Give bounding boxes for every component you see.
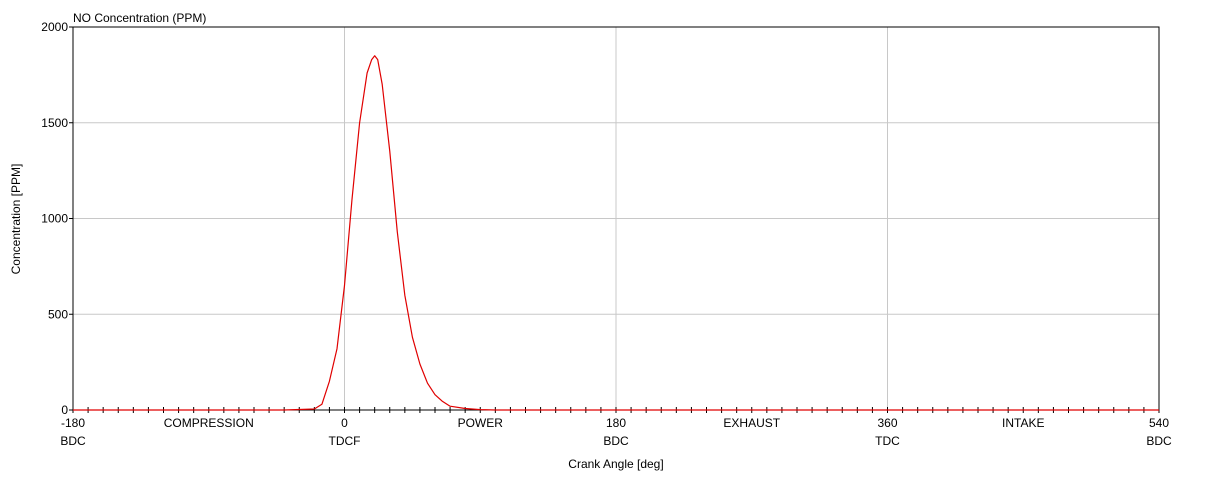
y-tick-labels: 0 500 1000 1500 2000 <box>41 20 68 417</box>
y-tick-label: 0 <box>61 403 68 417</box>
stroke-label: COMPRESSION <box>164 416 254 430</box>
y-tick-label: 1500 <box>41 116 68 130</box>
stroke-label: INTAKE <box>1002 416 1044 430</box>
x-sublabel: BDC <box>60 434 86 448</box>
x-axis-label: Crank Angle [deg] <box>568 457 663 471</box>
y-tick-label: 500 <box>48 307 68 321</box>
x-sublabel: TDCF <box>329 434 361 448</box>
y-axis-label: Concentration [PPM] <box>9 164 23 275</box>
x-tick-label: 180 <box>606 416 626 430</box>
series-group <box>73 55 1159 411</box>
grid-lines <box>72 26 1160 411</box>
x-sublabel: TDC <box>875 434 900 448</box>
x-tick-label: 360 <box>877 416 897 430</box>
y-tick-label: 2000 <box>41 20 68 34</box>
x-tick-labels: -180 0 180 360 540 BDC TDCF BDC TDC BDC COMPRESSIO… <box>60 416 1172 448</box>
axis-ticks <box>69 26 1160 413</box>
stroke-label: POWER <box>458 416 504 430</box>
x-sublabel: BDC <box>603 434 629 448</box>
x-tick-label: -180 <box>61 416 85 430</box>
chart-title: NO Concentration (PPM) <box>73 11 206 25</box>
x-tick-label: 540 <box>1149 416 1169 430</box>
x-sublabel: BDC <box>1146 434 1172 448</box>
stroke-label: EXHAUST <box>723 416 780 430</box>
x-tick-label: 0 <box>341 416 348 430</box>
y-tick-label: 1000 <box>41 212 68 226</box>
series-line <box>73 55 1159 411</box>
